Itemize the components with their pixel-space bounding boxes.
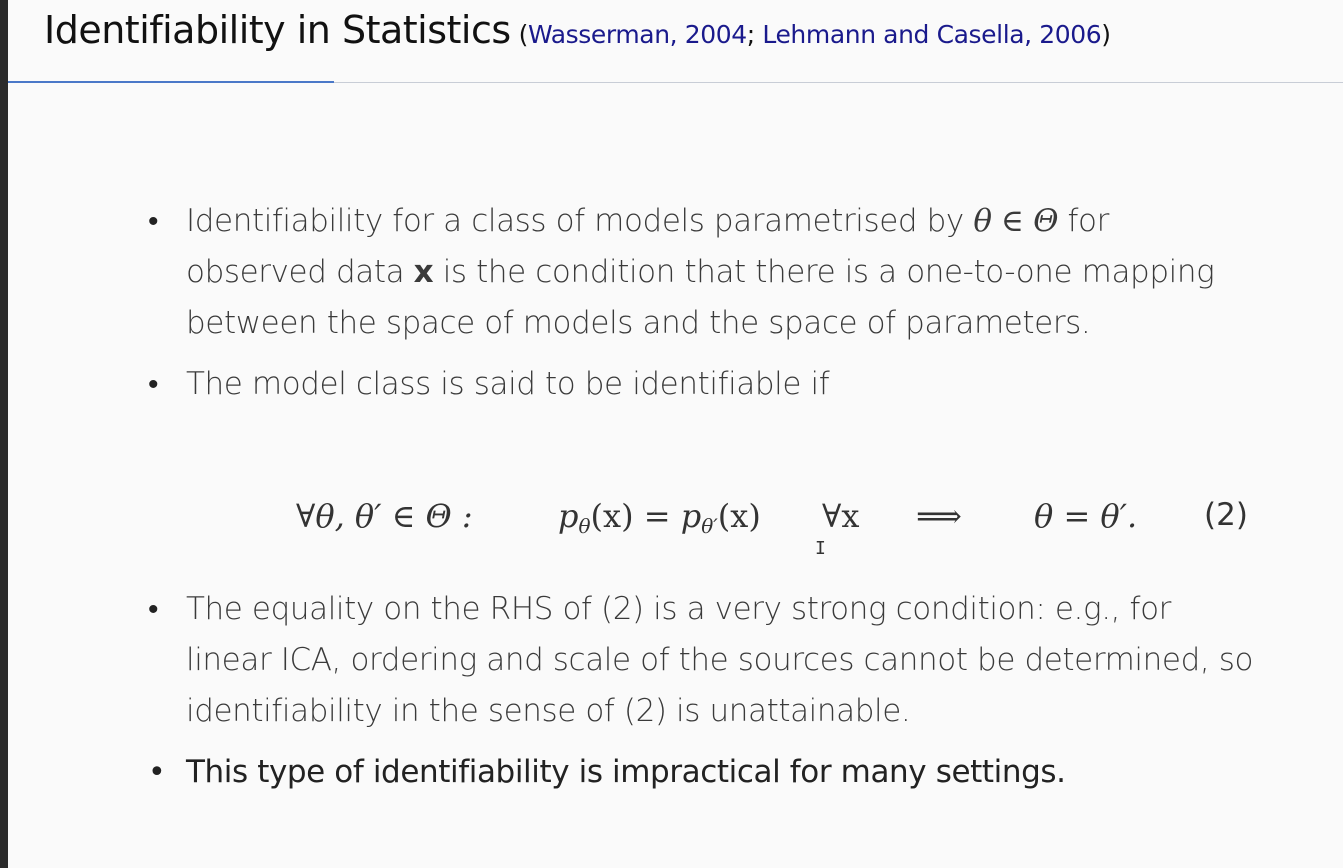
slide-header: Identifiability in Statistics (Wasserman… xyxy=(44,8,1111,58)
header-divider xyxy=(8,82,1343,83)
slide-references: (Wasserman, 2004; Lehmann and Casella, 2… xyxy=(519,20,1111,49)
bullet-text: The model class is said to be identifiab… xyxy=(186,366,830,402)
eq-p-theta-prime-sub: θ′ xyxy=(701,514,718,538)
eq-p-theta: p xyxy=(558,497,579,535)
bullet-text: The equality on the RHS of (2) is a very… xyxy=(186,591,1254,729)
equation-number: (2) xyxy=(1204,497,1248,533)
bullet-strong-condition: The equality on the RHS of (2) is a very… xyxy=(148,584,1258,737)
citation-wasserman[interactable]: Wasserman, 2004 xyxy=(528,20,747,49)
bullet-list: Identifiability for a class of models pa… xyxy=(148,196,1258,410)
window-left-edge xyxy=(0,0,8,868)
bullet-text: Identifiability for a class of models pa… xyxy=(186,203,974,239)
equation-quantifier: ∀θ, θ′ ∈ Θ : xyxy=(296,497,473,535)
bullet-definition: Identifiability for a class of models pa… xyxy=(148,196,1258,349)
slide-title: Identifiability in Statistics xyxy=(44,8,511,52)
header-progress-accent xyxy=(8,81,334,83)
bullet-identifiable-if: The model class is said to be identifiab… xyxy=(148,359,1258,410)
equation-density-equality: pθ(x) = pθ′(x) xyxy=(558,497,761,538)
equation-2: ∀θ, θ′ ∈ Θ : pθ(x) = pθ′(x) ∀x ⟹ θ = θ′.… xyxy=(296,497,1256,549)
eq-p-theta-prime-arg: (x) xyxy=(717,497,761,535)
citation-lehmann-casella[interactable]: Lehmann and Casella, 2006 xyxy=(762,20,1102,49)
eq-p-theta-sub: θ xyxy=(578,514,591,538)
math-x: x xyxy=(413,254,434,290)
equation-forall-x: ∀x xyxy=(822,497,860,535)
bullet-impractical: This type of identifiability is impracti… xyxy=(148,747,1258,798)
eq-p-theta-arg: (x) = xyxy=(590,497,681,535)
slide: Identifiability in Statistics (Wasserman… xyxy=(8,0,1343,868)
bullet-text: is the condition that there is a one-to-… xyxy=(186,254,1215,341)
refs-separator: ; xyxy=(746,20,763,49)
refs-open: ( xyxy=(518,20,529,49)
math-theta-in-theta: θ ∈ Θ xyxy=(973,203,1059,239)
text-cursor-icon: I xyxy=(815,538,826,559)
bullet-list-continued: The equality on the RHS of (2) is a very… xyxy=(148,584,1258,798)
equation-theta-equality: θ = θ′. xyxy=(1034,497,1138,535)
refs-close: ) xyxy=(1101,20,1111,49)
eq-p-theta-prime: p xyxy=(680,497,702,535)
bullet-text: This type of identifiability is impracti… xyxy=(186,754,1066,790)
bullet-text: for observed data xyxy=(186,203,1109,290)
equation-implies: ⟹ xyxy=(916,497,962,535)
